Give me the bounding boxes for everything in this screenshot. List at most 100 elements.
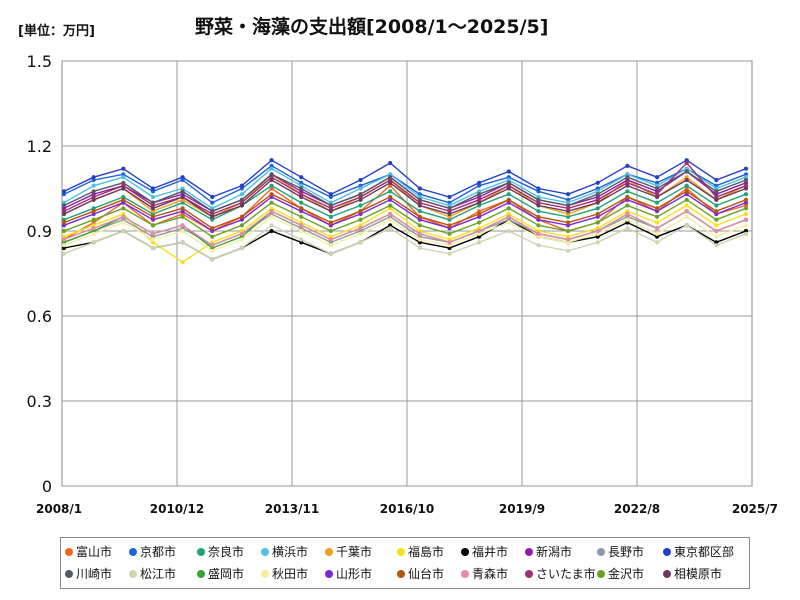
data-point: [180, 175, 185, 180]
data-point: [536, 231, 541, 236]
legend-label: 相模原市: [674, 567, 723, 581]
data-point: [447, 223, 452, 228]
data-point: [477, 220, 482, 225]
data-point: [447, 211, 452, 217]
data-point: [625, 194, 630, 200]
data-point: [388, 194, 393, 200]
data-point: [328, 220, 333, 225]
data-point: [210, 194, 215, 200]
data-point: [269, 177, 274, 183]
legend-item: 新潟市: [525, 543, 572, 560]
data-point: [121, 175, 126, 180]
data-point: [328, 209, 333, 214]
data-point: [536, 243, 541, 248]
data-point: [595, 228, 600, 234]
data-point: [595, 240, 600, 245]
data-point: [388, 203, 393, 208]
legend-label: 横浜市: [272, 545, 309, 559]
y-tick-label: 1.2: [27, 137, 52, 156]
data-point: [299, 200, 304, 205]
legend-label: 仙台市: [408, 567, 445, 581]
data-point: [743, 177, 749, 183]
y-tick-label: 0.3: [27, 392, 52, 411]
legend-label: 松江市: [140, 567, 177, 581]
data-point: [150, 231, 156, 236]
data-point: [743, 223, 749, 228]
x-tick-label: 2022/8: [614, 502, 660, 516]
data-point: [477, 211, 482, 217]
legend-label: 京都市: [140, 545, 177, 559]
legend-item: 青森市: [461, 565, 508, 582]
legend-item: 福島市: [397, 543, 444, 560]
data-point: [61, 189, 67, 194]
data-point: [358, 240, 363, 245]
data-point: [180, 228, 185, 234]
data-point: [358, 197, 363, 202]
x-tick-label: 2008/1: [36, 502, 82, 516]
data-point: [654, 186, 660, 191]
data-point: [328, 228, 333, 234]
data-point: [61, 237, 67, 242]
legend-item: 山形市: [325, 565, 372, 582]
data-point: [210, 257, 215, 262]
data-point: [150, 245, 156, 251]
x-axis-ticks: 2008/1 2010/12 2013/11 2016/10 2019/9 2022/8 2…: [36, 502, 778, 516]
legend-marker: [597, 570, 605, 578]
series-line: [63, 210, 747, 246]
data-point: [91, 231, 96, 236]
data-point: [269, 183, 274, 188]
data-point: [210, 248, 215, 253]
data-point: [239, 237, 245, 242]
data-point: [239, 214, 245, 219]
data-point: [506, 220, 511, 225]
data-point: [239, 223, 245, 228]
line-chart: 0 0.3 0.6 0.9 1.2 1.5 2008/1 2010/12 2013/11 201…: [27, 52, 778, 516]
data-point: [625, 203, 630, 208]
data-point: [477, 192, 482, 197]
legend-marker: [65, 548, 73, 556]
data-point: [210, 243, 215, 248]
data-point: [358, 177, 363, 183]
legend-label: 富山市: [76, 545, 113, 559]
data-point: [595, 211, 600, 217]
data-point: [447, 194, 452, 200]
data-point: [299, 237, 304, 242]
legend-item: 京都市: [129, 543, 176, 560]
data-point: [684, 169, 689, 174]
data-point: [299, 194, 304, 200]
legend-label: さいたま市: [536, 567, 596, 581]
series-17: [61, 209, 749, 248]
legend-marker: [597, 548, 605, 556]
data-point: [417, 231, 422, 236]
data-point: [150, 223, 156, 228]
data-point: [358, 209, 363, 214]
data-point: [743, 186, 749, 191]
data-point: [654, 214, 660, 219]
legend-marker: [129, 570, 137, 578]
data-point: [180, 214, 185, 219]
data-point: [506, 228, 511, 234]
data-point: [447, 251, 452, 256]
legend-marker: [461, 570, 469, 578]
data-point: [239, 192, 245, 197]
data-point: [121, 228, 126, 234]
data-point: [269, 223, 274, 228]
series-line: [63, 198, 747, 238]
legend-marker: [197, 548, 205, 556]
data-point: [625, 183, 630, 188]
data-point: [358, 217, 363, 222]
legend-marker: [65, 570, 73, 578]
data-point: [743, 166, 749, 171]
series-line: [63, 215, 747, 252]
data-point: [150, 186, 156, 191]
data-point: [121, 197, 126, 202]
data-point: [91, 197, 96, 202]
legend-marker: [663, 548, 671, 556]
data-point: [210, 214, 215, 219]
data-point: [328, 237, 333, 242]
legend-item: 東京都区部: [663, 543, 734, 560]
data-point: [180, 206, 185, 211]
series-line: [63, 204, 747, 264]
y-tick-label: 1.5: [27, 52, 52, 71]
data-point: [299, 214, 304, 219]
